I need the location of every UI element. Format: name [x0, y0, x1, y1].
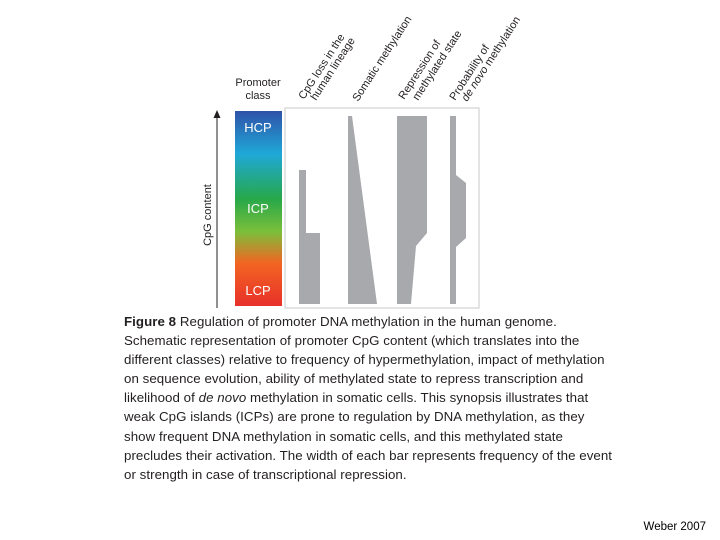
- class-label-icp: ICP: [247, 201, 269, 216]
- y-axis-label: CpG content: [202, 184, 214, 246]
- caption-body-post: methylation in somatic cells. This synop…: [124, 390, 613, 482]
- methylation-diagram: Promoter class CpG content HCP ICP LCP C…: [202, 14, 523, 309]
- promoter-class-label-line2: class: [245, 90, 271, 102]
- promoter-class-label-line1: Promoter: [235, 77, 281, 89]
- class-label-lcp: LCP: [245, 283, 270, 298]
- caption-body-pre: Schematic representation of promoter CpG…: [124, 333, 605, 406]
- de-novo-rest: methylation: [481, 15, 523, 71]
- figure-label: Figure 8: [124, 314, 177, 329]
- caption-body-italic: de novo: [198, 390, 247, 406]
- credit-text: Weber 2007: [643, 521, 706, 533]
- cpg-gradient-bar: [235, 111, 282, 306]
- bar-de-novo: [450, 116, 466, 304]
- diagram-svg: Promoter class CpG content HCP ICP LCP C…: [202, 14, 523, 309]
- y-axis-arrowhead: [213, 110, 221, 118]
- column-header-de-novo-line2: de novo methylation: [459, 15, 523, 104]
- bar-somatic-methylation: [348, 116, 377, 304]
- bar-repression: [397, 116, 427, 304]
- figure-title: Regulation of promoter DNA methylation i…: [179, 314, 557, 329]
- column-header-de-novo: Probability of de novo methylation: [447, 15, 523, 104]
- bar-cpg-loss: [299, 170, 320, 304]
- figure-caption: Figure 8 Regulation of promoter DNA meth…: [124, 312, 614, 484]
- column-header-cpg-loss: CpG loss in the human lineage: [296, 32, 357, 103]
- class-label-hcp: HCP: [244, 120, 271, 135]
